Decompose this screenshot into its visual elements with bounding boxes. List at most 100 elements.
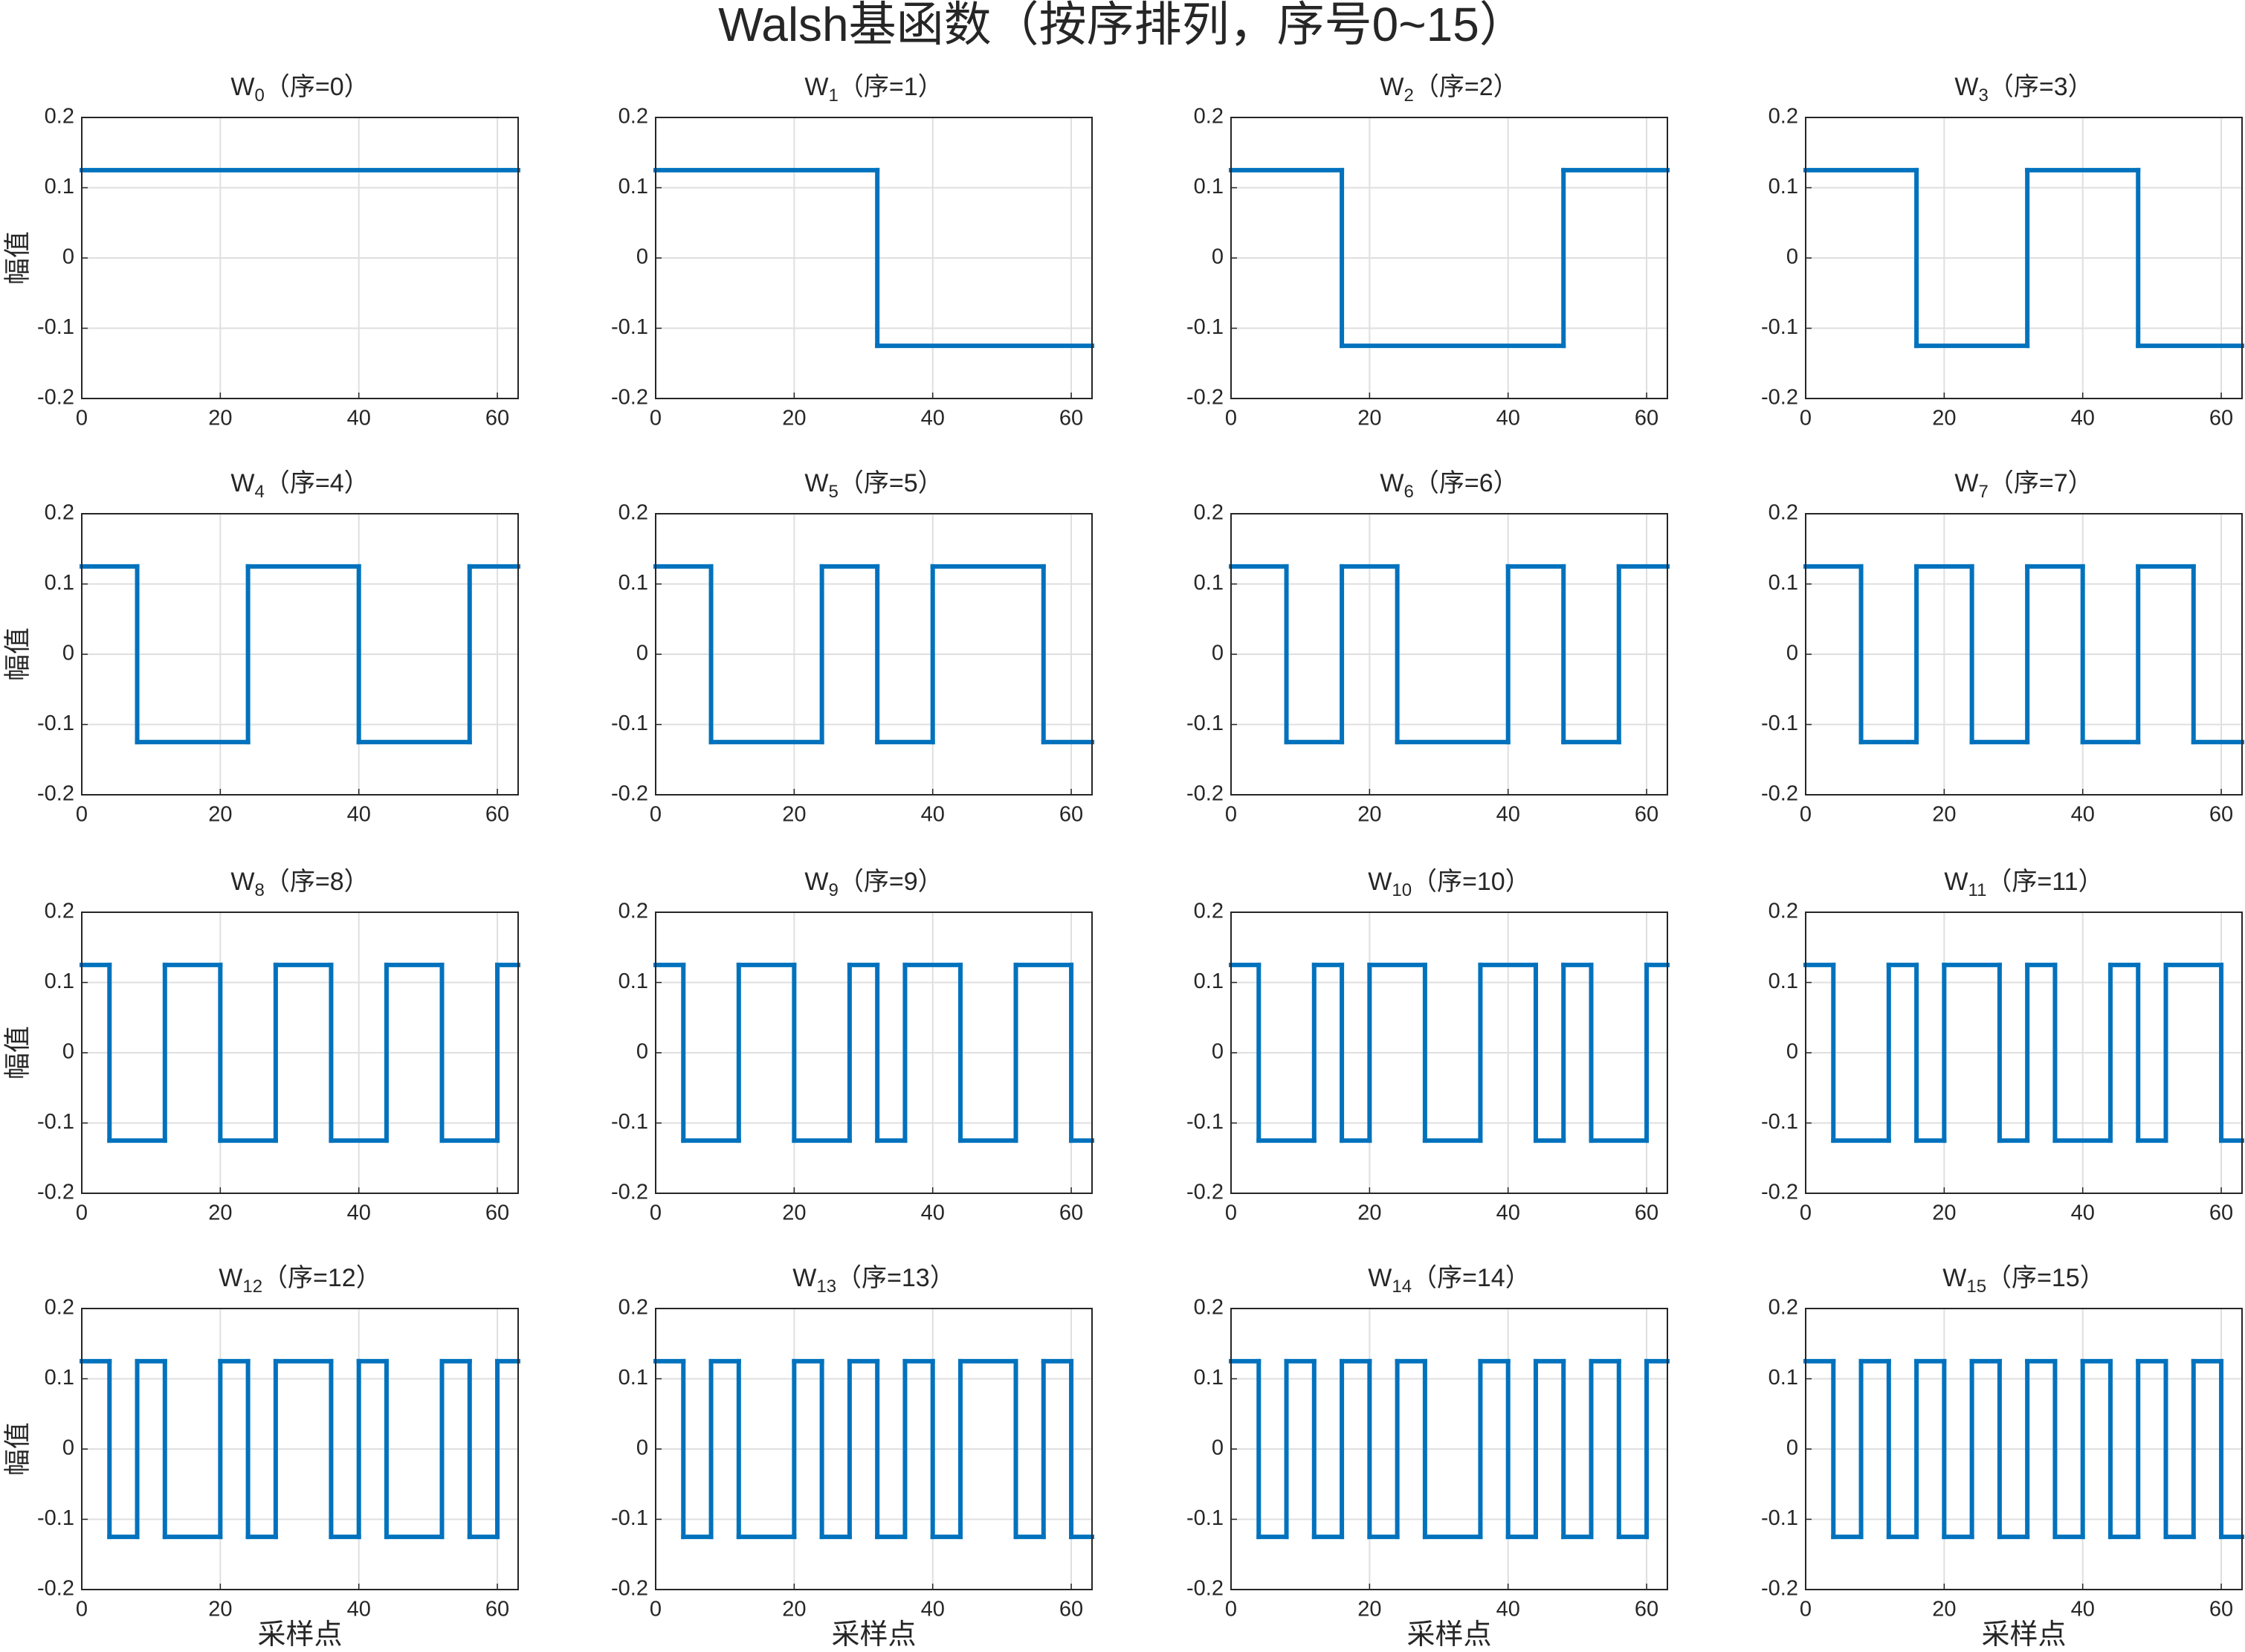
axes-box — [655, 1308, 1093, 1590]
y-tick-label: 0.1 — [1768, 175, 1798, 199]
y-tick-label: 0 — [1786, 1040, 1798, 1064]
y-tick-label: 0.1 — [45, 1366, 74, 1390]
subplot: -0.2 -0.1 0 0.1 0.2 0 20 40 60 W5（序=5） — [611, 469, 1094, 827]
title-subscript: 6 — [1403, 482, 1413, 502]
x-tick-label: 40 — [1496, 1201, 1520, 1225]
subplot-title: W5（序=5） — [804, 469, 943, 502]
y-tick-label: -0.1 — [611, 1110, 648, 1134]
x-tick-label: 40 — [2071, 1598, 2095, 1622]
subplot-title: W9（序=9） — [804, 868, 943, 900]
subplot-title: W0（序=0） — [230, 73, 369, 106]
y-tick-label: -0.1 — [1761, 315, 1798, 339]
y-tick-label: -0.1 — [1761, 1506, 1798, 1530]
x-tick-label: 60 — [1059, 1598, 1083, 1622]
y-tick-label: -0.1 — [37, 1110, 74, 1134]
y-tick-label: -0.1 — [611, 1506, 648, 1530]
y-tick-label: 0.1 — [1194, 571, 1224, 595]
title-suffix: （序=2） — [1414, 73, 1519, 101]
title-suffix: （序=10） — [1412, 868, 1531, 896]
y-tick-label: 0.1 — [45, 969, 74, 993]
y-tick-label: 0.2 — [618, 501, 648, 525]
y-tick-label: 0 — [62, 1040, 74, 1064]
axes-box — [655, 513, 1093, 796]
x-tick-label: 60 — [1635, 1598, 1658, 1622]
x-tick-label: 60 — [2209, 1201, 2233, 1225]
y-tick-label: 0.1 — [618, 571, 648, 595]
axes-box — [81, 1308, 519, 1590]
x-tick-label: 20 — [208, 1598, 232, 1622]
subplot: -0.2 -0.1 0 0.1 0.2 0 20 40 60 W14（序=14） 采样点 — [1186, 1264, 1670, 1651]
y-axis-label: 幅值 — [2, 231, 33, 285]
y-tick-label: 0.2 — [1768, 501, 1798, 525]
y-tick-label: -0.1 — [1186, 712, 1224, 735]
subplot-title: W2（序=2） — [1380, 73, 1518, 106]
x-tick-label: 20 — [1357, 803, 1381, 827]
y-tick-label: -0.2 — [1761, 1181, 1798, 1204]
y-tick-label: 0.1 — [45, 571, 74, 595]
x-tick-label: 60 — [485, 803, 509, 827]
axes-box — [1230, 911, 1668, 1194]
y-tick-label: 0.2 — [45, 1296, 74, 1320]
subplot: -0.2 -0.1 0 0.1 0.2 0 20 40 60 W13（序=13） 采样点 — [611, 1264, 1094, 1651]
x-axis-label: 采样点 — [1406, 1619, 1491, 1651]
x-tick-label: 60 — [2209, 803, 2233, 827]
title-suffix: （序=11） — [1986, 868, 2103, 896]
title-subscript: 8 — [254, 880, 264, 900]
title-subscript: 3 — [1978, 85, 1988, 106]
axes-box — [1805, 513, 2243, 796]
title-main: W — [792, 1264, 816, 1292]
x-tick-label: 40 — [1496, 1598, 1520, 1622]
y-tick-label: 0 — [636, 1436, 648, 1460]
title-suffix: （序=6） — [1414, 469, 1519, 497]
title-subscript: 12 — [242, 1277, 262, 1297]
subplot-title: W14（序=14） — [1368, 1264, 1530, 1297]
title-suffix: （序=13） — [836, 1264, 955, 1292]
y-tick-label: -0.1 — [611, 315, 648, 339]
y-tick-label: 0.2 — [1768, 105, 1798, 129]
axes-box — [655, 117, 1093, 399]
x-tick-label: 40 — [921, 407, 945, 430]
x-tick-label: 0 — [1800, 1201, 1812, 1225]
title-subscript: 1 — [828, 85, 838, 106]
x-tick-label: 20 — [1357, 1201, 1381, 1225]
axes-box — [81, 117, 519, 399]
x-tick-label: 20 — [782, 803, 806, 827]
title-suffix: （序=7） — [1989, 469, 2093, 497]
title-main: W — [230, 469, 254, 497]
subplot: -0.2 -0.1 0 0.1 0.2 0 20 40 60 W10（序=10） — [1186, 868, 1670, 1225]
y-tick-label: -0.2 — [1186, 782, 1224, 806]
y-tick-label: -0.2 — [611, 1181, 648, 1204]
subplot: -0.2 -0.1 0 0.1 0.2 0 20 40 60 W15（序=15） 采样点 — [1761, 1264, 2244, 1651]
y-tick-label: 0 — [636, 1040, 648, 1064]
y-tick-label: 0 — [1212, 1436, 1224, 1460]
subplot: -0.2 -0.1 0 0.1 0.2 0 20 40 60 W6（序=6） — [1186, 469, 1670, 827]
subplot: -0.2 -0.1 0 0.1 0.2 0 20 40 60 W8（序=8） 幅值 — [2, 868, 520, 1225]
y-tick-label: 0.2 — [618, 900, 648, 923]
figure-title: Walsh基函数（按序排列，序号0~15） — [718, 0, 1527, 51]
x-axis-label: 采样点 — [1981, 1619, 2066, 1651]
x-tick-label: 0 — [1225, 803, 1237, 827]
x-tick-label: 40 — [347, 1598, 371, 1622]
y-tick-label: 0.2 — [1768, 900, 1798, 923]
x-tick-label: 0 — [76, 803, 88, 827]
x-tick-label: 60 — [485, 1201, 509, 1225]
x-tick-label: 20 — [1357, 1598, 1381, 1622]
y-tick-label: 0.1 — [1194, 969, 1224, 993]
x-tick-label: 20 — [782, 1201, 806, 1225]
y-tick-label: 0 — [1212, 245, 1224, 269]
subplot: -0.2 -0.1 0 0.1 0.2 0 20 40 60 W3（序=3） — [1761, 73, 2244, 430]
y-axis-label: 幅值 — [2, 1422, 33, 1476]
x-tick-label: 20 — [1932, 1598, 1956, 1622]
x-tick-label: 40 — [347, 803, 371, 827]
y-tick-label: 0.2 — [1194, 1296, 1224, 1320]
y-tick-label: -0.2 — [37, 1181, 74, 1204]
title-subscript: 15 — [1966, 1277, 1986, 1297]
subplot: -0.2 -0.1 0 0.1 0.2 0 20 40 60 W11（序=11） — [1761, 868, 2244, 1225]
y-tick-label: 0 — [1786, 1436, 1798, 1460]
subplot: -0.2 -0.1 0 0.1 0.2 0 20 40 60 W2（序=2） — [1186, 73, 1670, 430]
x-tick-label: 0 — [650, 1201, 662, 1225]
y-tick-label: -0.2 — [1761, 1577, 1798, 1601]
title-subscript: 9 — [828, 880, 838, 900]
subplot-title: W3（序=3） — [1954, 73, 2093, 106]
